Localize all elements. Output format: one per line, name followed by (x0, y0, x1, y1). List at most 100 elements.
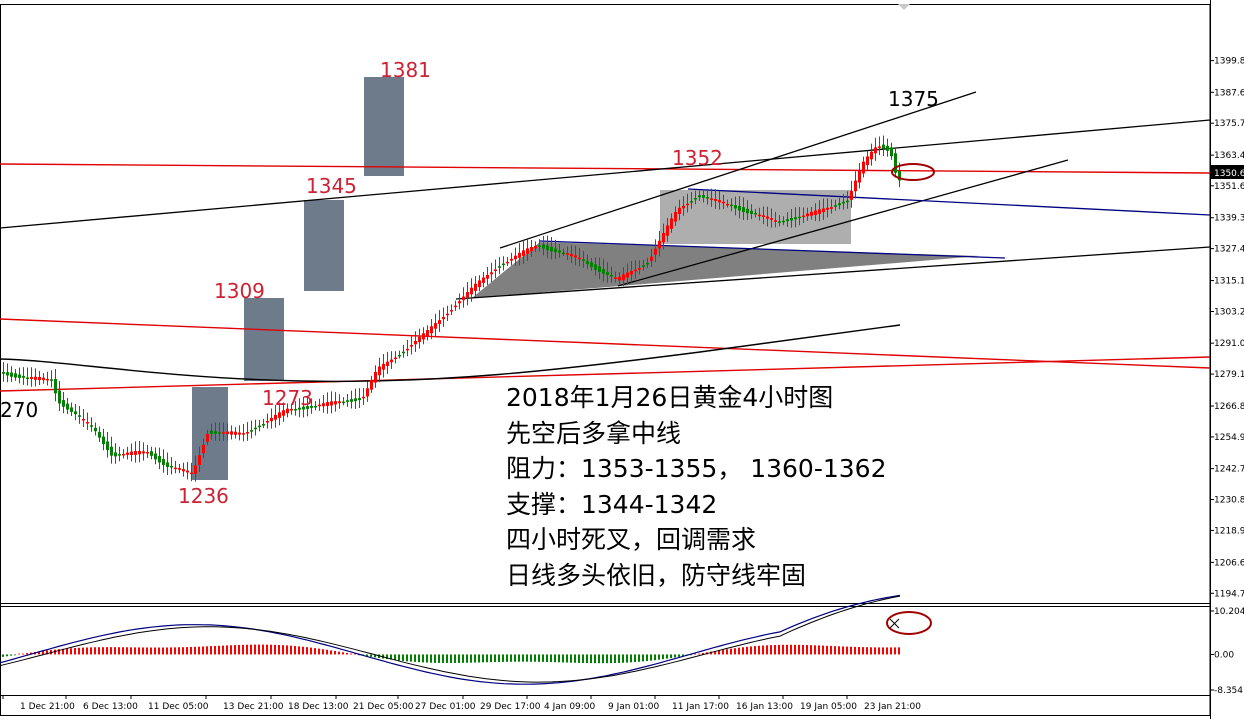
candle-body (18, 374, 21, 378)
histogram-bar (446, 654, 448, 663)
candle-body (330, 401, 333, 406)
histogram-bar (294, 645, 296, 655)
histogram-bar (426, 654, 428, 663)
histogram-bar (330, 650, 332, 655)
candle-body (826, 207, 829, 210)
histogram-bar (486, 654, 488, 663)
candle-body (454, 305, 457, 308)
histogram-bar (774, 644, 776, 655)
histogram-bar (594, 654, 596, 664)
candle-body (418, 336, 421, 342)
histogram-bar (770, 645, 772, 655)
candle-body (746, 208, 749, 214)
candle-body (630, 271, 633, 275)
candle-body (230, 431, 233, 435)
histogram-bar (602, 654, 604, 664)
histogram-bar (590, 654, 592, 664)
histogram-bar (838, 646, 840, 655)
long-trend-line (0, 119, 1211, 229)
histogram-bar (606, 654, 608, 664)
candle-body (78, 415, 81, 417)
candle-body (126, 452, 129, 455)
price-tick-label: 1291.0 (1214, 339, 1244, 349)
histogram-bar (306, 647, 308, 655)
histogram-bar (726, 649, 728, 655)
price-boxes (192, 77, 404, 480)
histogram-bar (822, 645, 824, 655)
histogram-bar (286, 645, 288, 655)
histogram-bar (366, 654, 368, 657)
candle-body (666, 225, 669, 236)
histogram-bar (130, 647, 132, 655)
price-label: 1345 (306, 174, 357, 198)
time-tick-label: 13 Dec 21:00 (223, 702, 284, 712)
histogram-bar (14, 654, 16, 656)
histogram-bar (634, 654, 636, 663)
histogram-bar (182, 647, 184, 655)
histogram-bar (714, 651, 716, 655)
candle-body (698, 195, 701, 198)
histogram-bar (322, 649, 324, 655)
candle-body (770, 218, 773, 220)
histogram-bar (262, 644, 264, 655)
highlight-ellipses (886, 163, 935, 635)
channel-upper-line (499, 91, 977, 249)
price-tick-label: 1327.4 (1214, 245, 1244, 255)
candle-body (314, 405, 317, 408)
annotation-line-2: 先空后多拿中线 (506, 418, 682, 448)
candle-body (342, 401, 345, 404)
histogram-bar (26, 653, 28, 655)
candle-body (398, 354, 401, 357)
histogram-bar (466, 654, 468, 663)
candle-body (294, 408, 297, 411)
price-label: 1352 (672, 146, 723, 170)
histogram-bar (474, 654, 476, 663)
histogram-bar (10, 654, 12, 656)
histogram-bar (266, 644, 268, 655)
candle-body (622, 274, 625, 281)
candle-body (898, 171, 901, 181)
histogram-bar (614, 654, 616, 664)
candle-body (10, 372, 13, 377)
histogram-bar (342, 652, 344, 655)
moving-average-line (0, 324, 901, 383)
candle-body (282, 410, 285, 416)
histogram-bar (670, 654, 672, 659)
histogram-bar (334, 651, 336, 655)
histogram-bar (786, 644, 788, 655)
candle-body (238, 432, 241, 435)
histogram-bar (326, 649, 328, 655)
candle-body (646, 262, 649, 265)
histogram-bar (158, 647, 160, 655)
histogram-bar (94, 647, 96, 655)
histogram-bar (226, 645, 228, 655)
candle-body (174, 467, 177, 470)
candle-body (494, 269, 497, 271)
histogram-bar (638, 654, 640, 662)
candle-body (734, 205, 737, 209)
histogram-bar (106, 647, 108, 655)
candle-body (470, 287, 473, 295)
candle-body (686, 203, 689, 206)
histogram-bar (338, 651, 340, 655)
candle-body (618, 276, 621, 281)
candle-body (486, 274, 489, 279)
histogram-bar (690, 654, 692, 656)
time-tick-label: 19 Jan 05:00 (800, 702, 857, 712)
histogram-bar (290, 645, 292, 655)
candle-body (210, 430, 213, 435)
candle-body (678, 207, 681, 215)
histogram-bar (166, 647, 168, 655)
histogram-bar (790, 644, 792, 655)
histogram-bar (646, 654, 648, 662)
candle-body (690, 201, 693, 203)
price-tick-label: 1279.1 (1214, 370, 1244, 380)
candle-body (614, 277, 617, 279)
macd-line (0, 594, 901, 685)
candle-body (798, 216, 801, 219)
histogram-bar (522, 654, 524, 662)
candle-body (110, 446, 113, 456)
price-labels: 1381 1345 1309 1273 1236 1352 1375 270 (0, 58, 939, 508)
candle-body (434, 323, 437, 329)
